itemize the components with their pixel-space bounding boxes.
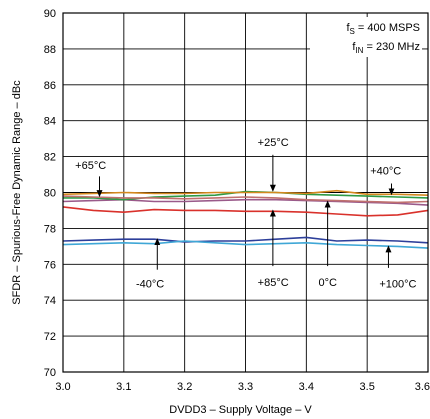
annotation-label: +100°C	[379, 279, 416, 291]
y-tick-label: 90	[44, 8, 56, 20]
annotation-label: +65°C	[75, 160, 106, 172]
x-tick-label: 3.5	[360, 381, 375, 393]
annotation-label: +25°C	[258, 137, 289, 149]
y-tick-label: 88	[44, 44, 56, 56]
annotation-label: 0°C	[319, 277, 338, 289]
annotation-label: +85°C	[258, 277, 289, 289]
annotation-label: -40°C	[136, 279, 164, 291]
sample-rate-label: fS = 400 MSPS	[346, 22, 420, 36]
y-tick-label: 74	[44, 295, 56, 307]
y-tick-label: 72	[44, 331, 56, 343]
y-tick-label: 80	[44, 188, 56, 200]
y-tick-label: 86	[44, 80, 56, 92]
y-axis-title: SFDR – Spurious-Free Dynamic Range – dBc	[11, 80, 23, 305]
annotation-label: +40°C	[370, 166, 401, 178]
x-tick-label: 3.4	[299, 381, 314, 393]
x-tick-label: 3.6	[415, 381, 430, 393]
y-tick-label: 78	[44, 223, 56, 235]
y-tick-label: 84	[44, 116, 56, 128]
y-tick-label: 82	[44, 152, 56, 164]
x-tick-label: 3.2	[177, 381, 192, 393]
y-tick-label: 70	[44, 367, 56, 379]
x-axis-title: DVDD3 – Supply Voltage – V	[169, 404, 312, 416]
x-tick-label: 3.0	[55, 381, 70, 393]
y-tick-label: 76	[44, 259, 56, 271]
x-tick-label: 3.3	[238, 381, 253, 393]
x-tick-label: 3.1	[116, 381, 131, 393]
input-frequency-label: fIN = 230 MHz	[352, 41, 420, 55]
